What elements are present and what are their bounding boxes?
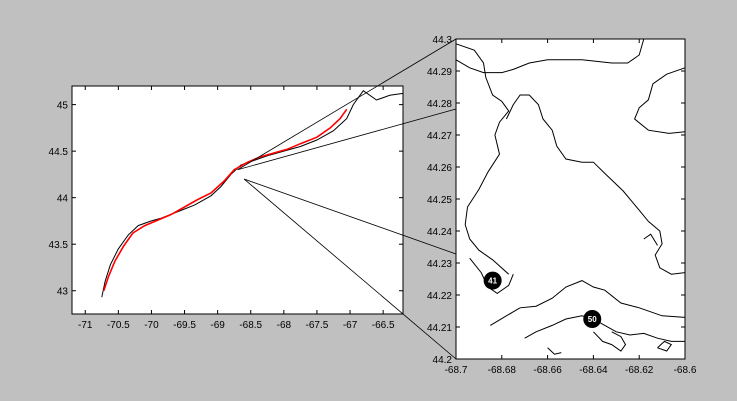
station-marker-50[interactable]: 50 xyxy=(583,310,602,328)
inset-map-y-tick-label: 44.25 xyxy=(427,195,452,206)
inset-map-y-tick-label: 44.21 xyxy=(427,323,452,334)
callout-line-2 xyxy=(243,178,457,255)
inset-map-series-9 xyxy=(657,340,673,352)
inset-map-series-6 xyxy=(524,315,685,342)
inset-map-series xyxy=(455,38,686,355)
callout-line-0 xyxy=(237,38,457,171)
inset-map-x-tick-label: -68.66 xyxy=(533,365,562,376)
inset-map-series-1 xyxy=(633,67,686,134)
main-map-y-ticks: 43 43.5 44 44.5 45 xyxy=(49,101,403,298)
inset-map-y-tick-label: 44.28 xyxy=(427,99,452,110)
inset-map-series-7 xyxy=(593,331,627,352)
inset-map-stations: 41 50 xyxy=(483,271,602,328)
callout-line-3 xyxy=(243,178,457,360)
inset-map-series-8 xyxy=(547,347,562,355)
inset-map-series-0 xyxy=(455,38,645,74)
inset-map-y-tick-label: 44.29 xyxy=(427,67,452,78)
inset-map-x-tick-label: -68.68 xyxy=(488,365,517,376)
inset-map-series-10 xyxy=(643,233,658,246)
inset-map-x-tick-label: -68.6 xyxy=(674,365,697,376)
main-map-y-tick-label: 43 xyxy=(57,287,69,298)
station-marker-41[interactable]: 41 xyxy=(483,271,502,290)
inset-map-x-tick-label: -68.7 xyxy=(445,365,468,376)
inset-map-y-tick-label: 44.27 xyxy=(427,131,452,142)
zoom-callout-lines xyxy=(237,38,457,360)
inset-map-y-tick-label: 44.24 xyxy=(427,227,452,238)
main-map-frame xyxy=(71,85,404,315)
main-map-y-tick-label: 45 xyxy=(57,101,69,112)
main-map-x-tick-label: -68 xyxy=(277,320,292,331)
main-map-x-tick-label: -67 xyxy=(343,320,358,331)
inset-map-y-tick-label: 44.2 xyxy=(433,355,453,366)
inset-map-series-3 xyxy=(505,94,686,275)
main-map-axes: -71 -70.5 -70 -69.5 -69 -68.5 -68 -67.5 -67 -66.5… xyxy=(49,85,404,331)
main-map-x-tick-label: -68.5 xyxy=(239,320,262,331)
station-label: 41 xyxy=(488,277,497,286)
inset-map-y-tick-label: 44.22 xyxy=(427,291,452,302)
main-map-y-tick-label: 44.5 xyxy=(49,147,69,158)
main-map-x-tick-label: -70 xyxy=(144,320,159,331)
inset-map-series-5 xyxy=(490,280,686,326)
main-map-x-tick-label: -70.5 xyxy=(107,320,130,331)
main-map-x-tick-label: -69 xyxy=(210,320,225,331)
station-circle xyxy=(483,271,502,290)
inset-map-x-ticks: -68.7 -68.68 -68.66 -68.64 -68.62 -68.6 xyxy=(445,39,697,376)
main-map-series xyxy=(101,90,404,298)
inset-map-y-tick-label: 44.3 xyxy=(433,35,453,46)
main-map-x-tick-label: -71 xyxy=(78,320,93,331)
main-map-y-tick-label: 44 xyxy=(57,194,69,205)
inset-map-x-tick-label: -68.62 xyxy=(625,365,654,376)
inset-map-y-tick-label: 44.23 xyxy=(427,259,452,270)
main-map-x-tick-label: -66.5 xyxy=(372,320,395,331)
main-map-series-1 xyxy=(103,108,348,291)
inset-map-x-tick-label: -68.64 xyxy=(579,365,608,376)
inset-map-frame xyxy=(455,38,686,360)
main-map-y-tick-label: 43.5 xyxy=(49,240,69,251)
main-map-x-tick-label: -67.5 xyxy=(306,320,329,331)
station-circle xyxy=(583,310,602,328)
inset-map-y-tick-label: 44.26 xyxy=(427,163,452,174)
inset-map-series-4 xyxy=(469,257,514,295)
main-map-x-tick-label: -69.5 xyxy=(173,320,196,331)
inset-map-series-2 xyxy=(455,43,510,275)
main-map-x-ticks: -71 -70.5 -70 -69.5 -69 -68.5 -68 -67.5 -67 -66.5 xyxy=(78,86,395,331)
callout-line-1 xyxy=(237,108,457,171)
station-label: 50 xyxy=(588,315,597,324)
inset-map-y-ticks: 44.2 44.21 44.22 44.23 44.24 44.25 44.26 44.27 4… xyxy=(427,35,685,366)
